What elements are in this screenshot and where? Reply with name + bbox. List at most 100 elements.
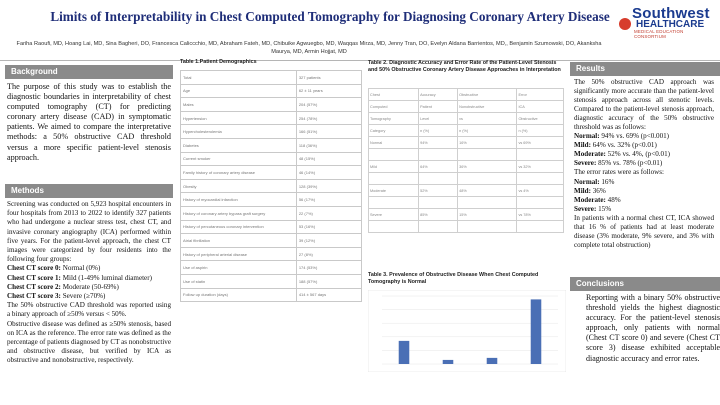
author-line-2: Maurya, MD, Armin Hojjat, MD bbox=[271, 49, 347, 55]
ct-score-item: Chest CT score 2: Moderate (50-69%) bbox=[7, 283, 171, 292]
bar bbox=[530, 299, 542, 364]
ct-score-item-value: Moderate (50-69%) bbox=[60, 282, 119, 291]
table-cell: History of coronary artery bypass graft … bbox=[180, 205, 297, 221]
table-cell: Current smoker bbox=[180, 151, 297, 167]
table-cell: 62 ± 11 years bbox=[295, 83, 363, 99]
accuracy-item: Mild: 64% vs. 32% (p<0.01) bbox=[574, 141, 714, 150]
table-cell: Follow up duration (days) bbox=[180, 287, 297, 303]
table-cell: 166 (51%) bbox=[295, 124, 363, 139]
poster-title: Limits of Interpretability in Chest Comp… bbox=[50, 9, 610, 24]
chart-bars bbox=[398, 299, 542, 364]
table-cell bbox=[418, 172, 459, 185]
accuracy-item-value: 52% vs. 4%, (p<0.01) bbox=[605, 150, 670, 159]
table-cell: 15% bbox=[457, 208, 518, 221]
bar bbox=[442, 359, 454, 364]
table-cell: vs 69% bbox=[516, 136, 564, 149]
table-cell bbox=[457, 220, 518, 233]
logo-mark-icon bbox=[619, 18, 631, 30]
table2-title: Table 2. Diagnostic Accuracy and Error R… bbox=[368, 60, 561, 73]
table-cell: 53 (16%) bbox=[295, 219, 363, 235]
demographics-row: Use of aspirin 174 (53%) bbox=[180, 260, 363, 275]
table-cell: Level bbox=[418, 112, 459, 125]
table-cell: 52% bbox=[418, 184, 459, 197]
table-cell bbox=[457, 172, 518, 185]
prevalence-bar-chart bbox=[368, 290, 566, 372]
table-cell bbox=[367, 148, 420, 161]
table-cell: Diabetes bbox=[180, 137, 297, 153]
chart-grid bbox=[382, 295, 558, 365]
demographics-row: Obesity 128 (39%) bbox=[180, 178, 363, 194]
conclusions-heading: Conclusions bbox=[570, 277, 720, 291]
error-rate-item-label: Normal: bbox=[574, 177, 600, 186]
bar bbox=[486, 357, 498, 364]
table-cell: Atrial fibrillation bbox=[180, 233, 297, 248]
table-cell: Severe bbox=[367, 208, 420, 221]
accuracy-item-value: 85% vs. 78% (p<0.01) bbox=[596, 159, 663, 168]
accuracy-row: Category n (%) n (%) n (%) bbox=[367, 124, 564, 137]
table-cell: 48 (15%) bbox=[295, 151, 363, 167]
table-cell: n (%) bbox=[516, 124, 564, 137]
ct-score-item: Chest CT score 0: Normal (0%) bbox=[7, 264, 171, 273]
table-cell: 414 ± 567 days bbox=[295, 287, 363, 303]
table-cell: 204 (57%) bbox=[295, 97, 363, 112]
background-paragraph: The purpose of this study was to establi… bbox=[7, 82, 171, 162]
ct-score-item-label: Chest CT score 3: bbox=[7, 292, 61, 301]
table-cell bbox=[516, 148, 564, 161]
table-cell: vs 78% bbox=[516, 208, 564, 221]
accuracy-row: Tomography Level vs Obstructive bbox=[367, 112, 564, 125]
table-cell: 22 (7%) bbox=[295, 205, 363, 221]
accuracy-item-label: Severe: bbox=[574, 159, 597, 168]
table-cell: Hypercholesterolemia bbox=[180, 124, 297, 139]
demographics-row: Hypercholesterolemia 166 (51%) bbox=[180, 124, 363, 139]
table-cell: Error bbox=[516, 88, 564, 101]
table-cell: Obesity bbox=[180, 178, 297, 194]
ct-score-item-label: Chest CT score 0: bbox=[7, 264, 61, 273]
table-cell: Computed bbox=[367, 100, 420, 113]
table-cell: History of peripheral arterial disease bbox=[180, 246, 297, 262]
table-cell bbox=[457, 196, 518, 209]
table-cell: Use of aspirin bbox=[180, 260, 297, 275]
accuracy-item-label: Mild: bbox=[574, 141, 591, 150]
error-rate-item-label: Moderate: bbox=[574, 195, 606, 204]
table-cell: Category bbox=[367, 124, 420, 137]
accuracy-row bbox=[367, 148, 564, 161]
demographics-row: History of percutaneous coronary interve… bbox=[180, 219, 363, 235]
results-heading: Results bbox=[570, 62, 720, 76]
table-cell: 128 (39%) bbox=[295, 178, 363, 194]
accuracy-row: Moderate 52% 48% vs 4% bbox=[367, 184, 564, 197]
error-rate-item: Normal: 16% bbox=[574, 178, 714, 187]
logo-line-3: MEDICAL EDUCATION CONSORTIUM bbox=[634, 29, 684, 39]
table-cell: n (%) bbox=[457, 124, 518, 137]
table-cell: Age bbox=[180, 83, 297, 99]
accuracy-row bbox=[367, 172, 564, 185]
results-text: The 50% obstructive CAD approach was sig… bbox=[574, 78, 714, 250]
table-cell bbox=[367, 196, 420, 209]
results-intro: The 50% obstructive CAD approach was sig… bbox=[574, 78, 714, 132]
table-cell: History of percutaneous coronary interve… bbox=[180, 219, 297, 235]
table-cell: vs bbox=[457, 112, 518, 125]
table-cell: n (%) bbox=[418, 124, 459, 137]
accuracy-item-value: 94% vs. 69% (p<0.001) bbox=[599, 132, 670, 141]
error-rate-item-value: 48% bbox=[605, 195, 621, 204]
accuracy-row: Chest Accuracy Obstructive Error bbox=[367, 88, 564, 101]
table-cell bbox=[457, 148, 518, 161]
table-cell: vs 32% bbox=[516, 160, 564, 173]
accuracy-row: Normal 94% 16% vs 69% bbox=[367, 136, 564, 149]
ct-score-item: Chest CT score 3: Severe (≥70%) bbox=[7, 292, 171, 301]
ct-score-item-label: Chest CT score 1: bbox=[7, 273, 61, 282]
table-cell: 94% bbox=[418, 136, 459, 149]
demographics-row: History of myocardial infarction 56 (17%) bbox=[180, 192, 363, 207]
author-list: Fariha Raoufi, MD, Hoang Lai, MD, Sina B… bbox=[8, 40, 610, 56]
background-heading: Background bbox=[5, 65, 173, 79]
table-cell: vs 4% bbox=[516, 184, 564, 197]
error-rate-item: Moderate: 48% bbox=[574, 196, 714, 205]
methods-heading: Methods bbox=[5, 184, 173, 198]
table-cell: 188 (57%) bbox=[295, 273, 363, 289]
accuracy-list: Normal: 94% vs. 69% (p<0.001) Mild: 64% v… bbox=[574, 132, 714, 168]
error-list: Normal: 16% Mild: 36% Moderate: 48% Severe:… bbox=[574, 178, 714, 214]
conclusions-text: Reporting with a binary 50% obstructive … bbox=[586, 293, 720, 363]
accuracy-item: Severe: 85% vs. 78% (p<0.01) bbox=[574, 159, 714, 168]
table-cell: 64% bbox=[418, 160, 459, 173]
author-line-1: Fariha Raoufi, MD, Hoang Lai, MD, Sina B… bbox=[16, 41, 602, 47]
table-cell: Nonobstructive bbox=[457, 100, 518, 113]
